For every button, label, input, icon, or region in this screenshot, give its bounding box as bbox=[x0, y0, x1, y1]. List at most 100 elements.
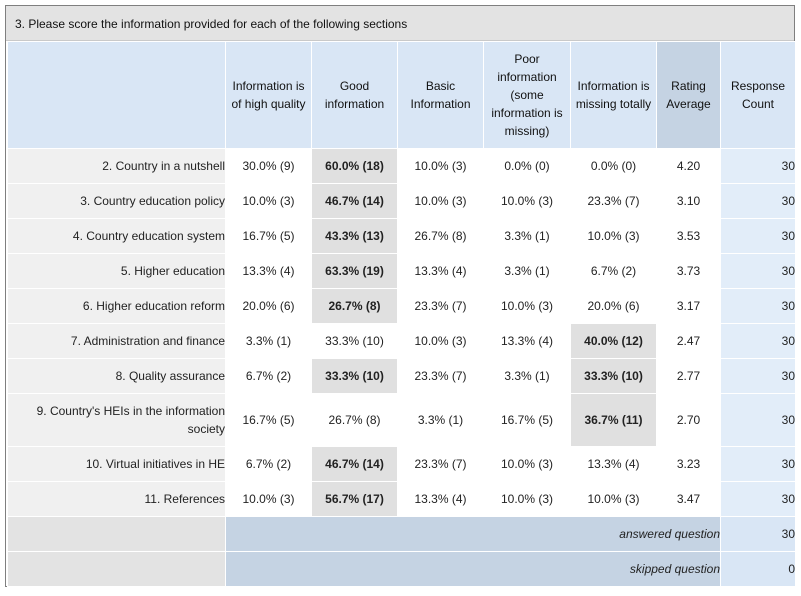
percent-cell: 33.3% (10) bbox=[311, 358, 398, 394]
percent-cell: 46.7% (14) bbox=[311, 183, 398, 219]
percent-cell: 40.0% (12) bbox=[570, 323, 657, 359]
rating-average-cell: 3.23 bbox=[656, 446, 721, 482]
column-header: Information is missing totally bbox=[570, 41, 657, 149]
percent-cell: 23.3% (7) bbox=[570, 183, 657, 219]
percent-cell: 3.3% (1) bbox=[483, 358, 571, 394]
percent-cell: 13.3% (4) bbox=[397, 481, 484, 517]
percent-cell: 10.0% (3) bbox=[570, 481, 657, 517]
question-title-bar: 3. Please score the information provided… bbox=[6, 6, 794, 41]
response-count-header: Response Count bbox=[720, 41, 796, 149]
percent-cell: 10.0% (3) bbox=[483, 183, 571, 219]
response-count-cell: 30 bbox=[720, 446, 796, 482]
percent-cell: 3.3% (1) bbox=[397, 393, 484, 447]
question-title: 3. Please score the information provided… bbox=[15, 17, 408, 31]
answered-row: answered question 30 bbox=[7, 516, 796, 552]
percent-cell: 26.7% (8) bbox=[397, 218, 484, 254]
table-row: 3. Country education policy 10.0% (3) 46.7… bbox=[7, 183, 796, 219]
percent-cell: 16.7% (5) bbox=[225, 393, 312, 447]
survey-results-panel: 3. Please score the information provided… bbox=[5, 5, 796, 587]
table-row: 10. Virtual initiatives in HE 6.7% (2) 46.… bbox=[7, 446, 796, 482]
response-count-cell: 30 bbox=[720, 393, 796, 447]
table-row: 9. Country's HEIs in the information soc… bbox=[7, 393, 796, 447]
percent-cell: 3.3% (1) bbox=[225, 323, 312, 359]
footer-blank bbox=[7, 551, 226, 587]
table-row: 2. Country in a nutshell 30.0% (9) 60.0% (… bbox=[7, 148, 796, 184]
percent-cell: 0.0% (0) bbox=[570, 148, 657, 184]
table-row: 4. Country education system 16.7% (5) 43.3… bbox=[7, 218, 796, 254]
rating-average-cell: 2.47 bbox=[656, 323, 721, 359]
percent-cell: 33.3% (10) bbox=[311, 323, 398, 359]
column-header: Information is of high quality bbox=[225, 41, 312, 149]
rating-average-cell: 3.73 bbox=[656, 253, 721, 289]
percent-cell: 13.3% (4) bbox=[397, 253, 484, 289]
row-label: 10. Virtual initiatives in HE bbox=[7, 446, 226, 482]
rating-average-cell: 3.47 bbox=[656, 481, 721, 517]
percent-cell: 20.0% (6) bbox=[570, 288, 657, 324]
percent-cell: 26.7% (8) bbox=[311, 393, 398, 447]
table-row: 8. Quality assurance 6.7% (2) 33.3% (10) 23… bbox=[7, 358, 796, 394]
percent-cell: 16.7% (5) bbox=[225, 218, 312, 254]
response-count-cell: 30 bbox=[720, 218, 796, 254]
percent-cell: 13.3% (4) bbox=[570, 446, 657, 482]
row-label: 3. Country education policy bbox=[7, 183, 226, 219]
rating-average-header: Rating Average bbox=[656, 41, 721, 149]
rating-average-cell: 3.10 bbox=[656, 183, 721, 219]
row-label: 8. Quality assurance bbox=[7, 358, 226, 394]
response-count-cell: 30 bbox=[720, 148, 796, 184]
percent-cell: 6.7% (2) bbox=[570, 253, 657, 289]
percent-cell: 10.0% (3) bbox=[225, 183, 312, 219]
table-row: 5. Higher education 13.3% (4) 63.3% (19) 13… bbox=[7, 253, 796, 289]
response-count-cell: 30 bbox=[720, 481, 796, 517]
percent-cell: 6.7% (2) bbox=[225, 358, 312, 394]
answered-question-label: answered question bbox=[225, 516, 721, 552]
row-label: 5. Higher education bbox=[7, 253, 226, 289]
skipped-question-label: skipped question bbox=[225, 551, 721, 587]
percent-cell: 56.7% (17) bbox=[311, 481, 398, 517]
percent-cell: 3.3% (1) bbox=[483, 218, 571, 254]
footer-blank bbox=[7, 516, 226, 552]
percent-cell: 46.7% (14) bbox=[311, 446, 398, 482]
percent-cell: 33.3% (10) bbox=[570, 358, 657, 394]
percent-cell: 10.0% (3) bbox=[397, 148, 484, 184]
percent-cell: 13.3% (4) bbox=[225, 253, 312, 289]
response-count-cell: 30 bbox=[720, 288, 796, 324]
rating-average-cell: 2.77 bbox=[656, 358, 721, 394]
percent-cell: 10.0% (3) bbox=[570, 218, 657, 254]
column-header: Basic Information bbox=[397, 41, 484, 149]
skipped-question-value: 0 bbox=[720, 551, 796, 587]
table-row: 11. References 10.0% (3) 56.7% (17) 13.3% (… bbox=[7, 481, 796, 517]
column-header: Poor information (some information is mi… bbox=[483, 41, 571, 149]
row-label: 2. Country in a nutshell bbox=[7, 148, 226, 184]
percent-cell: 10.0% (3) bbox=[397, 323, 484, 359]
response-count-cell: 30 bbox=[720, 253, 796, 289]
percent-cell: 60.0% (18) bbox=[311, 148, 398, 184]
response-count-cell: 30 bbox=[720, 323, 796, 359]
rating-average-cell: 4.20 bbox=[656, 148, 721, 184]
row-label: 7. Administration and finance bbox=[7, 323, 226, 359]
percent-cell: 10.0% (3) bbox=[225, 481, 312, 517]
header-corner bbox=[7, 41, 226, 149]
response-count-cell: 30 bbox=[720, 183, 796, 219]
percent-cell: 3.3% (1) bbox=[483, 253, 571, 289]
percent-cell: 36.7% (11) bbox=[570, 393, 657, 447]
rating-average-cell: 3.53 bbox=[656, 218, 721, 254]
row-label: 4. Country education system bbox=[7, 218, 226, 254]
percent-cell: 23.3% (7) bbox=[397, 446, 484, 482]
percent-cell: 6.7% (2) bbox=[225, 446, 312, 482]
rating-average-cell: 3.17 bbox=[656, 288, 721, 324]
percent-cell: 10.0% (3) bbox=[483, 446, 571, 482]
percent-cell: 10.0% (3) bbox=[483, 288, 571, 324]
percent-cell: 23.3% (7) bbox=[397, 358, 484, 394]
answered-question-value: 30 bbox=[720, 516, 796, 552]
table-body: 2. Country in a nutshell 30.0% (9) 60.0% (… bbox=[7, 148, 796, 517]
table-row: 7. Administration and finance 3.3% (1) 33.… bbox=[7, 323, 796, 359]
percent-cell: 20.0% (6) bbox=[225, 288, 312, 324]
row-label: 6. Higher education reform bbox=[7, 288, 226, 324]
rating-average-cell: 2.70 bbox=[656, 393, 721, 447]
results-table: Information is of high quality Good info… bbox=[7, 41, 796, 587]
row-label: 11. References bbox=[7, 481, 226, 517]
percent-cell: 63.3% (19) bbox=[311, 253, 398, 289]
row-label: 9. Country's HEIs in the information soc… bbox=[7, 393, 226, 447]
header-row: Information is of high quality Good info… bbox=[7, 41, 796, 149]
table-row: 6. Higher education reform 20.0% (6) 26.7%… bbox=[7, 288, 796, 324]
